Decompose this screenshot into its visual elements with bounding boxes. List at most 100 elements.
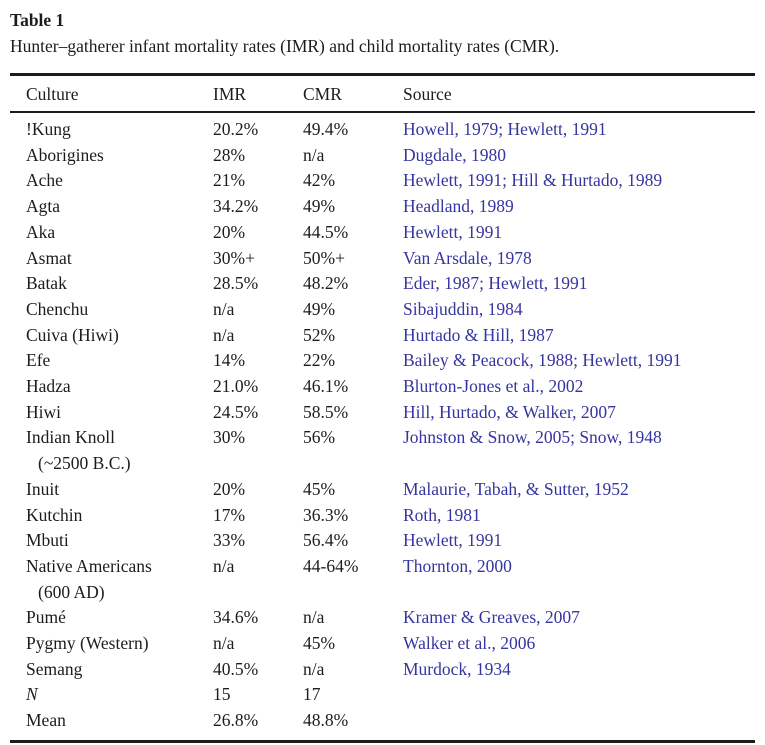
source-cell: Headland, 1989 <box>403 194 755 220</box>
cmr-value-cell: n/a <box>303 658 325 679</box>
cmr-value-cell: 44.5% <box>303 221 349 242</box>
source-citation-link[interactable]: Roth, 1981 <box>403 504 481 525</box>
cmr-value-cell: 17 <box>303 684 321 705</box>
culture-cell: Hadza <box>10 374 213 400</box>
imr-value-cell: 26.8% <box>213 710 259 731</box>
source-citation-link[interactable]: Hill, Hurtado, & Walker, 2007 <box>403 401 616 422</box>
table-row: Semang 40.5% n/a Murdock, 1934 <box>10 657 755 683</box>
source-cell: Thornton, 2000 <box>403 554 755 605</box>
source-citation-link[interactable]: Johnston & Snow, 2005; Snow, 1948 <box>403 427 662 448</box>
source-citation-link[interactable]: Malaurie, Tabah, & Sutter, 1952 <box>403 478 629 499</box>
table-row: Kutchin 17% 36.3% Roth, 1981 <box>10 503 755 529</box>
source-cell: Bailey & Peacock, 1988; Hewlett, 1991 <box>403 348 755 374</box>
mortality-rates-table: Culture IMR CMR Source !Kung 20.2% 49.4% Ho… <box>10 73 755 743</box>
source-cell: Van Arsdale, 1978 <box>403 246 755 272</box>
table-row: Hadza 21.0% 46.1% Blurton-Jones et al., 200… <box>10 374 755 400</box>
source-citation-link[interactable]: Dugdale, 1980 <box>403 144 507 165</box>
culture-name: Ache <box>26 170 63 191</box>
source-citation-link[interactable]: Hewlett, 1991 <box>403 221 503 242</box>
culture-cell: Efe <box>10 348 213 374</box>
source-citation-link[interactable]: Hewlett, 1991; Hill & Hurtado, 1989 <box>403 170 663 191</box>
source-cell: Johnston & Snow, 2005; Snow, 1948 <box>403 425 755 476</box>
culture-name: Kutchin <box>26 504 83 525</box>
cmr-value-cell: 45% <box>303 633 336 654</box>
culture-name: Indian Knoll <box>26 427 115 448</box>
table-row: Aborigines 28% n/a Dugdale, 1980 <box>10 143 755 169</box>
table-row: Efe 14% 22% Bailey & Peacock, 1988; Hewlett… <box>10 348 755 374</box>
culture-name-continuation: (~2500 B.C.) <box>38 453 131 474</box>
imr-value-cell: 30%+ <box>213 247 255 268</box>
cmr-value-cell: 50%+ <box>303 247 345 268</box>
header-row: Culture IMR CMR Source <box>10 74 755 113</box>
culture-cell: Hiwi <box>10 400 213 426</box>
culture-cell: Agta <box>10 194 213 220</box>
table-row: Chenchu n/a 49% Sibajuddin, 1984 <box>10 297 755 323</box>
column-header-source: Source <box>403 74 755 113</box>
source-cell: Sibajuddin, 1984 <box>403 297 755 323</box>
table-row: Mean 26.8% 48.8% <box>10 708 755 741</box>
source-cell: Eder, 1987; Hewlett, 1991 <box>403 271 755 297</box>
table-row: Inuit 20% 45% Malaurie, Tabah, & Sutter, 19… <box>10 477 755 503</box>
source-cell: Hewlett, 1991; Hill & Hurtado, 1989 <box>403 168 755 194</box>
source-citation-link[interactable]: Blurton-Jones et al., 2002 <box>403 376 584 397</box>
table-row: Agta 34.2% 49% Headland, 1989 <box>10 194 755 220</box>
source-citation-link[interactable]: Murdock, 1934 <box>403 658 511 679</box>
culture-name: Inuit <box>26 478 60 499</box>
cmr-value-cell: 48.8% <box>303 710 349 731</box>
table-row: Native Americans (600 AD) n/a 44-64% Thornto… <box>10 554 755 605</box>
source-citation-link[interactable]: Kramer & Greaves, 2007 <box>403 607 580 628</box>
source-citation-link[interactable]: Headland, 1989 <box>403 196 514 217</box>
imr-value-cell: 14% <box>213 350 246 371</box>
table-caption: Hunter–gatherer infant mortality rates (… <box>10 36 560 56</box>
cmr-value-cell: 58.5% <box>303 401 349 422</box>
imr-value-cell: 24.5% <box>213 401 259 422</box>
table-row: Ache 21% 42% Hewlett, 1991; Hill & Hurtado,… <box>10 168 755 194</box>
cmr-value-cell: 49% <box>303 298 336 319</box>
culture-cell: Chenchu <box>10 297 213 323</box>
cmr-value-cell: 56.4% <box>303 530 349 551</box>
imr-value-cell: 15 <box>213 684 231 705</box>
imr-value-cell: 30% <box>213 427 246 448</box>
source-cell: Walker et al., 2006 <box>403 631 755 657</box>
cmr-value-cell: 49% <box>303 196 336 217</box>
culture-name: Cuiva (Hiwi) <box>26 324 119 345</box>
imr-value-cell: 28% <box>213 144 246 165</box>
table-row: N 15 17 <box>10 682 755 708</box>
culture-name: N <box>26 684 38 705</box>
imr-value-cell: 34.6% <box>213 607 259 628</box>
table-row: Pumé 34.6% n/a Kramer & Greaves, 2007 <box>10 605 755 631</box>
source-cell <box>403 682 755 708</box>
culture-name: Aborigines <box>26 144 104 165</box>
culture-cell: Indian Knoll (~2500 B.C.) <box>10 425 213 476</box>
source-cell: Hewlett, 1991 <box>403 220 755 246</box>
source-cell: Roth, 1981 <box>403 503 755 529</box>
source-cell: Hurtado & Hill, 1987 <box>403 323 755 349</box>
table-row: Batak 28.5% 48.2% Eder, 1987; Hewlett, 1991 <box>10 271 755 297</box>
imr-value-cell: 28.5% <box>213 273 259 294</box>
column-header-culture: Culture <box>10 74 213 113</box>
source-cell: Hewlett, 1991 <box>403 528 755 554</box>
cmr-value-cell: n/a <box>303 144 325 165</box>
table-row: Pygmy (Western) n/a 45% Walker et al., 2006 <box>10 631 755 657</box>
source-citation-link[interactable]: Hewlett, 1991 <box>403 530 503 551</box>
culture-cell: !Kung <box>10 112 213 143</box>
source-citation-link[interactable]: Sibajuddin, 1984 <box>403 298 523 319</box>
culture-cell: Aka <box>10 220 213 246</box>
culture-cell: Inuit <box>10 477 213 503</box>
culture-name: Hadza <box>26 376 71 397</box>
cmr-value-cell: 44-64% <box>303 555 359 576</box>
source-citation-link[interactable]: Walker et al., 2006 <box>403 633 536 654</box>
source-citation-link[interactable]: Hurtado & Hill, 1987 <box>403 324 554 345</box>
culture-name: Native Americans <box>26 555 152 576</box>
source-cell: Murdock, 1934 <box>403 657 755 683</box>
source-citation-link[interactable]: Bailey & Peacock, 1988; Hewlett, 1991 <box>403 350 682 371</box>
culture-name: Efe <box>26 350 51 371</box>
imr-value-cell: 20% <box>213 221 246 242</box>
source-cell: Blurton-Jones et al., 2002 <box>403 374 755 400</box>
source-citation-link[interactable]: Thornton, 2000 <box>403 555 512 576</box>
source-citation-link[interactable]: Eder, 1987; Hewlett, 1991 <box>403 273 588 294</box>
source-citation-link[interactable]: Howell, 1979; Hewlett, 1991 <box>403 119 607 139</box>
source-citation-link[interactable]: Van Arsdale, 1978 <box>403 247 532 268</box>
culture-name: Aka <box>26 221 56 242</box>
